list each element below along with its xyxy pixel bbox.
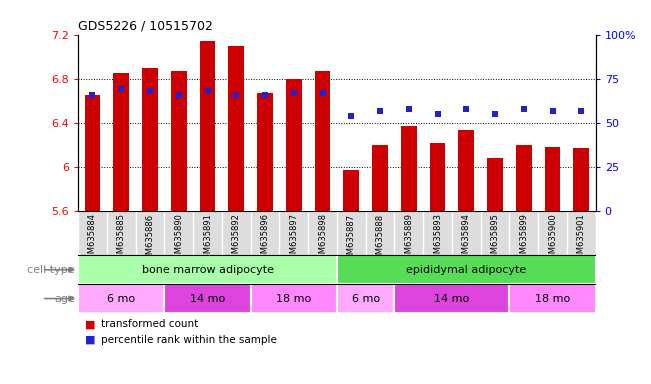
Point [288, 90, 299, 96]
Point [432, 111, 443, 117]
Text: GSM635889: GSM635889 [404, 214, 413, 265]
Text: GSM635890: GSM635890 [174, 214, 183, 264]
Bar [113, 73, 129, 211]
Text: GSM635896: GSM635896 [260, 214, 270, 265]
Bar [251, 284, 337, 313]
Text: GSM635892: GSM635892 [232, 214, 241, 264]
Text: age: age [54, 293, 75, 304]
Text: GSM635895: GSM635895 [491, 214, 499, 264]
Bar [487, 158, 503, 211]
Point [519, 106, 529, 112]
Text: GDS5226 / 10515702: GDS5226 / 10515702 [78, 20, 213, 33]
Bar [574, 148, 589, 211]
Bar [200, 41, 215, 211]
Bar [85, 95, 100, 211]
Text: cell type: cell type [27, 265, 75, 275]
Text: GSM635885: GSM635885 [117, 214, 126, 265]
Text: transformed count: transformed count [101, 319, 198, 329]
Bar [257, 93, 273, 211]
Point [116, 86, 126, 93]
Bar [372, 145, 388, 211]
Text: bone marrow adipocyte: bone marrow adipocyte [141, 265, 273, 275]
Text: GSM635897: GSM635897 [289, 214, 298, 265]
Text: 6 mo: 6 mo [352, 293, 380, 304]
Point [87, 91, 98, 98]
Text: 18 mo: 18 mo [276, 293, 311, 304]
Text: GSM635888: GSM635888 [376, 214, 385, 265]
Point [404, 106, 414, 112]
Text: 14 mo: 14 mo [434, 293, 469, 304]
Text: epididymal adipocyte: epididymal adipocyte [406, 265, 527, 275]
Point [317, 90, 327, 96]
Point [260, 91, 270, 98]
Bar [337, 284, 395, 313]
Text: GSM635899: GSM635899 [519, 214, 528, 264]
Bar [78, 284, 164, 313]
Bar [337, 255, 596, 284]
Bar [343, 170, 359, 211]
Bar [229, 46, 244, 211]
Bar [458, 129, 474, 211]
Text: ■: ■ [85, 319, 95, 329]
Bar [78, 255, 337, 284]
Point [547, 108, 558, 114]
Text: percentile rank within the sample: percentile rank within the sample [101, 335, 277, 345]
Point [231, 91, 242, 98]
Point [202, 88, 213, 94]
Point [375, 108, 385, 114]
Point [461, 106, 471, 112]
Bar [314, 71, 331, 211]
Bar [395, 284, 509, 313]
Bar [286, 79, 301, 211]
Text: GSM635900: GSM635900 [548, 214, 557, 264]
Text: 18 mo: 18 mo [535, 293, 570, 304]
Bar [164, 284, 251, 313]
Text: GSM635898: GSM635898 [318, 214, 327, 265]
Text: GSM635886: GSM635886 [146, 214, 154, 265]
Bar [401, 126, 417, 211]
Bar [545, 147, 561, 211]
Bar [142, 68, 158, 211]
Point [490, 111, 500, 117]
Text: ■: ■ [85, 335, 95, 345]
Point [576, 108, 587, 114]
Bar [430, 143, 445, 211]
Text: 14 mo: 14 mo [190, 293, 225, 304]
Text: 6 mo: 6 mo [107, 293, 135, 304]
Text: GSM635893: GSM635893 [433, 214, 442, 265]
Point [174, 91, 184, 98]
Bar [516, 145, 532, 211]
Text: GSM635887: GSM635887 [347, 214, 355, 265]
Text: GSM635884: GSM635884 [88, 214, 97, 265]
Text: GSM635894: GSM635894 [462, 214, 471, 264]
Bar [509, 284, 596, 313]
Text: GSM635891: GSM635891 [203, 214, 212, 264]
Point [145, 88, 155, 94]
Point [346, 113, 357, 119]
Text: GSM635901: GSM635901 [577, 214, 586, 264]
Bar [171, 71, 187, 211]
